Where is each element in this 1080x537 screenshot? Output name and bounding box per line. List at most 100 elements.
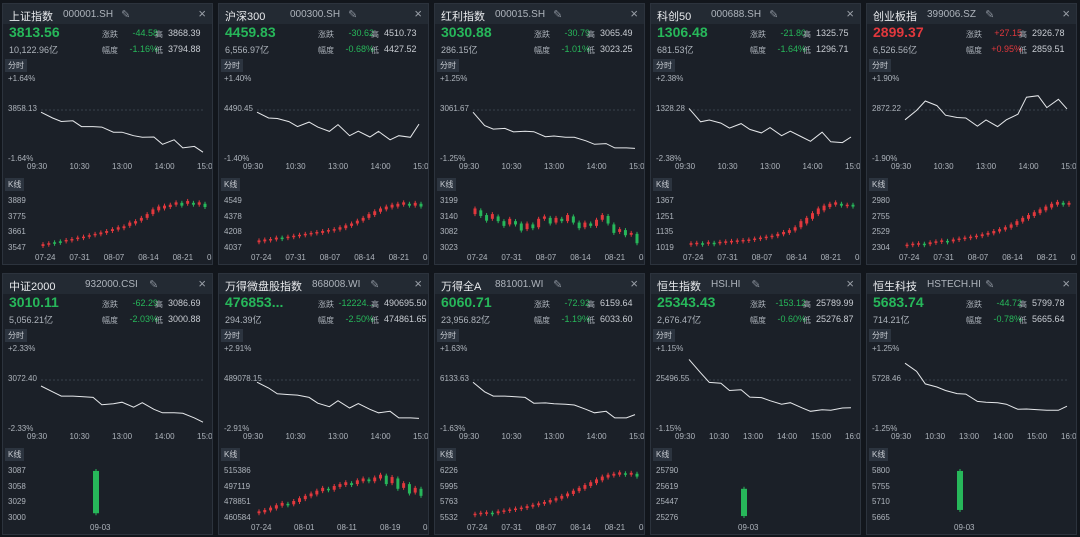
date-tick: 08-28 — [207, 253, 212, 262]
kline-tab[interactable]: K线 — [5, 178, 25, 191]
index-panel[interactable]: 万得微盘股指数 868008.WI ✎ × 476853... 294.39亿 涨跌 -122… — [218, 273, 429, 535]
intraday-tab[interactable]: 分时 — [5, 329, 27, 342]
intraday-tab[interactable]: 分时 — [437, 329, 459, 342]
kline-tab[interactable]: K线 — [869, 448, 889, 461]
edit-pencil-icon[interactable]: ✎ — [553, 279, 563, 291]
candle — [309, 493, 313, 497]
time-tick: 13:00 — [112, 432, 133, 441]
candle — [816, 208, 820, 215]
index-panel[interactable]: 红利指数 000015.SH ✎ × 3030.88 286.15亿 涨跌 -30.79 幅度 -… — [434, 3, 645, 265]
index-code: HSTECH.HI — [927, 279, 981, 290]
edit-pencil-icon[interactable]: ✎ — [769, 9, 779, 21]
candle — [992, 231, 996, 234]
time-tick: 09:30 — [459, 162, 480, 171]
kline-y-tick: 25790 — [656, 466, 679, 475]
candle — [519, 223, 523, 231]
kline-y-tick: 497119 — [224, 481, 251, 491]
edit-pencil-icon[interactable]: ✎ — [149, 279, 159, 291]
candle — [911, 243, 915, 246]
time-tick: 15:00 — [413, 432, 429, 441]
low-value: 5665.64 — [1032, 314, 1065, 324]
index-panel[interactable]: 创业板指 399006.SZ ✎ × 2899.37 6,526.56亿 涨跌 +27.15 幅… — [866, 3, 1077, 265]
candle — [502, 510, 506, 512]
intraday-tab[interactable]: 分时 — [653, 329, 675, 342]
edit-pencil-icon[interactable]: ✎ — [985, 279, 995, 291]
candle — [537, 218, 541, 228]
intraday-tab[interactable]: 分时 — [5, 59, 27, 72]
kline-tab[interactable]: K线 — [221, 448, 241, 461]
edit-pencil-icon[interactable]: ✎ — [348, 9, 358, 21]
kline-tab[interactable]: K线 — [437, 448, 457, 461]
range-label: 幅度 — [102, 46, 118, 55]
intraday-prev-close: 25496.55 — [656, 374, 690, 383]
intraday-line — [40, 385, 204, 423]
candle — [269, 507, 273, 511]
kline-tab[interactable]: K线 — [221, 178, 241, 191]
intraday-chart — [688, 359, 852, 412]
edit-pencil-icon[interactable]: ✎ — [985, 9, 995, 21]
panel-header: 沪深300 000300.SH ✎ × — [219, 4, 428, 24]
index-panel[interactable]: 科创50 000688.SH ✎ × 1306.48 681.53亿 涨跌 -21.80 幅度 -… — [650, 3, 861, 265]
candle — [612, 224, 616, 233]
close-icon[interactable]: × — [198, 276, 206, 291]
index-panel[interactable]: 中证2000 932000.CSI ✎ × 3010.11 5,056.21亿 涨跌 -62.… — [2, 273, 213, 535]
candle — [110, 229, 114, 232]
edit-pencil-icon[interactable]: ✎ — [370, 279, 380, 291]
panel-header: 红利指数 000015.SH ✎ × — [435, 4, 644, 24]
candle — [612, 473, 616, 476]
close-icon[interactable]: × — [414, 276, 422, 291]
close-icon[interactable]: × — [630, 6, 638, 21]
candle — [782, 231, 786, 235]
date-tick: 08-07 — [319, 253, 341, 262]
close-icon[interactable]: × — [198, 6, 206, 21]
edit-pencil-icon[interactable]: ✎ — [553, 9, 563, 21]
intraday-tab[interactable]: 分时 — [437, 59, 459, 72]
range-label: 幅度 — [318, 46, 334, 55]
intraday-tab[interactable]: 分时 — [221, 329, 243, 342]
candle — [508, 218, 512, 225]
candle — [257, 240, 261, 243]
index-panel[interactable]: 沪深300 000300.SH ✎ × 4459.83 6,556.97亿 涨跌 -30.62… — [218, 3, 429, 265]
panel-header: 万得全A 881001.WI ✎ × — [435, 274, 644, 294]
change-value: -153.12 — [775, 298, 806, 308]
change-label: 涨跌 — [750, 300, 766, 309]
kline-tab[interactable]: K线 — [653, 448, 673, 461]
close-icon[interactable]: × — [630, 276, 638, 291]
kline-tab[interactable]: K线 — [869, 178, 889, 191]
last-price: 1306.48 — [657, 24, 708, 40]
candle — [479, 210, 483, 216]
index-panel[interactable]: 上证指数 000001.SH ✎ × 3813.56 10,122.96亿 涨跌 -44.58… — [2, 3, 213, 265]
kline-tab[interactable]: K线 — [5, 448, 25, 461]
close-icon[interactable]: × — [846, 6, 854, 21]
candle — [390, 477, 394, 484]
close-icon[interactable]: × — [414, 6, 422, 21]
low-label: 低 — [371, 46, 379, 55]
time-tick: 13:00 — [544, 432, 565, 441]
intraday-top-pct: +2.38% — [656, 74, 684, 83]
intraday-tab[interactable]: 分时 — [869, 59, 891, 72]
time-tick: 14:00 — [586, 432, 607, 441]
date-tick: 08-14 — [570, 253, 591, 262]
close-icon[interactable]: × — [1062, 276, 1070, 291]
change-label: 涨跌 — [318, 300, 334, 309]
index-panel[interactable]: 恒生科技 HSTECH.HI ✎ × 5683.74 714.21亿 涨跌 -44.72 幅度 -… — [866, 273, 1077, 535]
intraday-tab[interactable]: 分时 — [221, 59, 243, 72]
candle — [350, 483, 354, 486]
index-panel[interactable]: 恒生指数 HSI.HI ✎ × 25343.43 2,676.47亿 涨跌 -153.12 幅度… — [650, 273, 861, 535]
edit-pencil-icon[interactable]: ✎ — [751, 279, 761, 291]
last-price: 2899.37 — [873, 24, 924, 40]
close-icon[interactable]: × — [1062, 6, 1070, 21]
intraday-tab[interactable]: 分时 — [653, 59, 675, 72]
kline-tab[interactable]: K线 — [653, 178, 673, 191]
date-tick: 07-31 — [285, 253, 306, 262]
change-value: -12224... — [338, 298, 374, 308]
high-value: 3065.49 — [600, 28, 633, 38]
close-icon[interactable]: × — [846, 276, 854, 291]
edit-pencil-icon[interactable]: ✎ — [121, 9, 131, 21]
kline-tab[interactable]: K线 — [437, 178, 457, 191]
index-panel[interactable]: 万得全A 881001.WI ✎ × 6060.71 23,956.82亿 涨跌 -72.92… — [434, 273, 645, 535]
last-price: 476853... — [225, 294, 284, 310]
intraday-tab[interactable]: 分时 — [869, 329, 891, 342]
intraday-bottom-pct: -2.33% — [8, 424, 34, 433]
candle — [350, 223, 354, 226]
